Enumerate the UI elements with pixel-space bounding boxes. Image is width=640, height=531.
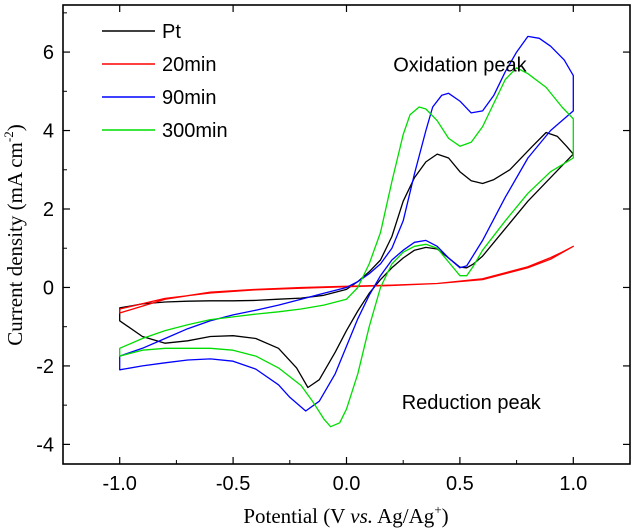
legend-label-20min: 20min xyxy=(162,54,216,76)
series-line-300min xyxy=(119,67,574,428)
y-tick-label: 6 xyxy=(43,42,54,64)
x-axis-title: Potential (V vs. Ag/Ag+) xyxy=(243,502,448,528)
x-tick-label: 0.5 xyxy=(446,473,474,495)
reduction-peak-label: Reduction peak xyxy=(402,392,542,414)
legend: Pt 20min 90min 300min xyxy=(102,21,228,142)
series-line-20min xyxy=(119,245,574,314)
x-tick-label: -0.5 xyxy=(216,473,250,495)
ticks-layer: -1.0 -0.5 0.0 0.5 1.0 -4 -2 0 2 4 6 xyxy=(36,5,631,495)
x-tick-label: -1.0 xyxy=(102,473,136,495)
plot-frame xyxy=(62,4,631,465)
series-line-pt xyxy=(119,131,574,389)
legend-label-300min: 300min xyxy=(162,120,228,142)
series-layer xyxy=(119,35,574,428)
y-tick-label: -4 xyxy=(36,434,54,456)
y-tick-label: 4 xyxy=(43,121,54,143)
oxidation-peak-label: Oxidation peak xyxy=(393,55,527,77)
legend-label-90min: 90min xyxy=(162,87,216,109)
series-line-90min xyxy=(119,35,574,412)
x-tick-label: 0.0 xyxy=(333,473,361,495)
y-tick-label: 2 xyxy=(43,199,54,221)
y-tick-label: -2 xyxy=(36,356,54,378)
y-axis-title: Current density (mA cm-2) xyxy=(1,124,27,345)
annotations: Oxidation peak Reduction peak xyxy=(393,55,542,414)
legend-label-pt: Pt xyxy=(162,21,181,43)
y-tick-label: 0 xyxy=(43,277,54,299)
x-tick-label: 1.0 xyxy=(559,473,587,495)
